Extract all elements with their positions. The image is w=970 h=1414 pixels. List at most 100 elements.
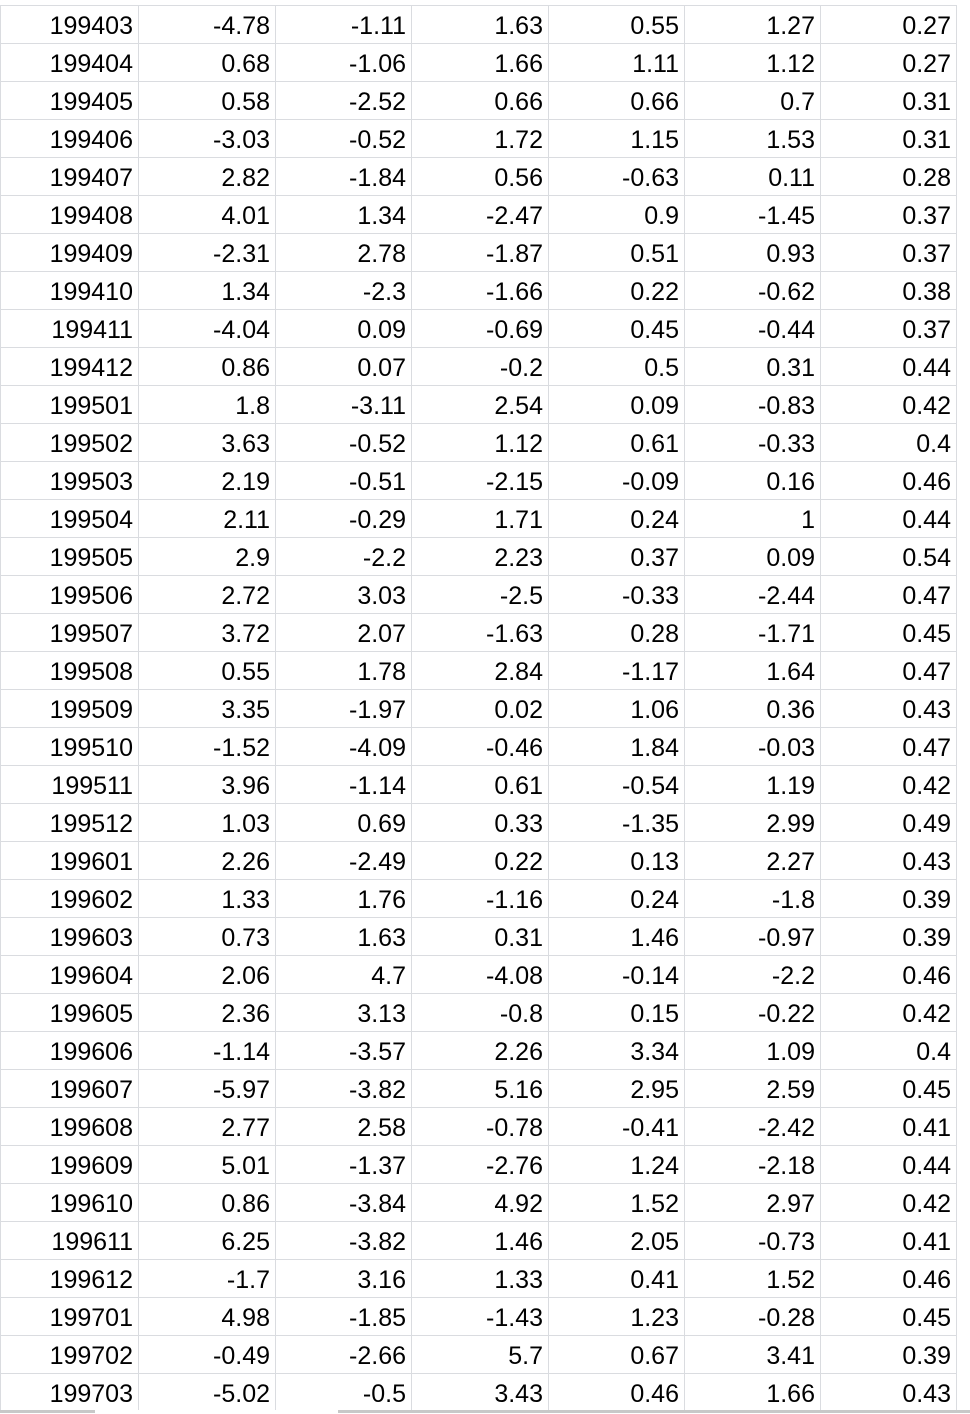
cell-col-g[interactable]: 0.41: [820, 1107, 957, 1146]
cell-col-g[interactable]: 0.45: [820, 613, 957, 652]
cell-col-c[interactable]: -1.85: [275, 1297, 412, 1336]
cell-date[interactable]: 199503: [0, 461, 139, 500]
cell-col-b[interactable]: -5.02: [138, 1373, 276, 1412]
cell-date[interactable]: 199505: [0, 537, 139, 576]
cell-col-f[interactable]: 1.12: [684, 43, 821, 82]
cell-col-f[interactable]: -0.03: [684, 727, 821, 766]
cell-col-f[interactable]: 0.7: [684, 81, 821, 120]
cell-col-e[interactable]: 0.28: [548, 613, 685, 652]
cell-col-c[interactable]: -3.57: [275, 1031, 412, 1070]
cell-col-e[interactable]: 0.61: [548, 423, 685, 462]
cell-col-b[interactable]: 2.36: [138, 993, 276, 1032]
cell-col-e[interactable]: 0.13: [548, 841, 685, 880]
cell-col-g[interactable]: 0.39: [820, 879, 957, 918]
cell-col-b[interactable]: 0.73: [138, 917, 276, 956]
cell-col-g[interactable]: 0.42: [820, 1183, 957, 1222]
cell-col-c[interactable]: 2.07: [275, 613, 412, 652]
cell-col-b[interactable]: 2.72: [138, 575, 276, 614]
cell-col-b[interactable]: 0.86: [138, 347, 276, 386]
cell-col-f[interactable]: -2.2: [684, 955, 821, 994]
cell-col-c[interactable]: -4.09: [275, 727, 412, 766]
cell-col-e[interactable]: 0.45: [548, 309, 685, 348]
cell-date[interactable]: 199510: [0, 727, 139, 766]
cell-col-c[interactable]: 3.16: [275, 1259, 412, 1298]
cell-col-c[interactable]: -2.3: [275, 271, 412, 310]
cell-col-d[interactable]: -0.46: [411, 727, 549, 766]
cell-col-e[interactable]: 1.46: [548, 917, 685, 956]
cell-col-e[interactable]: 0.41: [548, 1259, 685, 1298]
cell-date[interactable]: 199612: [0, 1259, 139, 1298]
cell-date[interactable]: 199504: [0, 499, 139, 538]
cell-col-f[interactable]: -0.44: [684, 309, 821, 348]
cell-col-d[interactable]: 0.66: [411, 81, 549, 120]
cell-col-d[interactable]: 0.61: [411, 765, 549, 804]
cell-col-f[interactable]: -1.8: [684, 879, 821, 918]
cell-col-c[interactable]: -3.82: [275, 1221, 412, 1260]
cell-col-b[interactable]: 4.98: [138, 1297, 276, 1336]
cell-col-g[interactable]: 0.28: [820, 157, 957, 196]
cell-col-f[interactable]: 1.09: [684, 1031, 821, 1070]
cell-col-d[interactable]: -4.08: [411, 955, 549, 994]
cell-date[interactable]: 199406: [0, 119, 139, 158]
cell-col-g[interactable]: 0.47: [820, 575, 957, 614]
cell-col-g[interactable]: 0.39: [820, 917, 957, 956]
cell-date[interactable]: 199607: [0, 1069, 139, 1108]
cell-col-d[interactable]: 3.43: [411, 1373, 549, 1412]
cell-col-b[interactable]: 2.19: [138, 461, 276, 500]
cell-col-c[interactable]: 0.09: [275, 309, 412, 348]
cell-col-f[interactable]: -0.33: [684, 423, 821, 462]
cell-col-b[interactable]: 1.8: [138, 385, 276, 424]
cell-col-e[interactable]: 0.37: [548, 537, 685, 576]
cell-date[interactable]: 199407: [0, 157, 139, 196]
cell-date[interactable]: 199603: [0, 917, 139, 956]
cell-col-d[interactable]: 5.16: [411, 1069, 549, 1108]
cell-col-d[interactable]: 0.31: [411, 917, 549, 956]
cell-col-b[interactable]: -1.14: [138, 1031, 276, 1070]
cell-date[interactable]: 199511: [0, 765, 139, 804]
cell-col-d[interactable]: 1.66: [411, 43, 549, 82]
cell-col-g[interactable]: 0.54: [820, 537, 957, 576]
cell-col-c[interactable]: -2.2: [275, 537, 412, 576]
cell-date[interactable]: 199601: [0, 841, 139, 880]
cell-col-f[interactable]: 2.59: [684, 1069, 821, 1108]
cell-col-b[interactable]: -4.78: [138, 5, 276, 44]
cell-col-b[interactable]: 1.03: [138, 803, 276, 842]
cell-date[interactable]: 199605: [0, 993, 139, 1032]
cell-col-b[interactable]: 2.9: [138, 537, 276, 576]
cell-date[interactable]: 199602: [0, 879, 139, 918]
cell-col-e[interactable]: 0.09: [548, 385, 685, 424]
cell-col-g[interactable]: 0.49: [820, 803, 957, 842]
cell-col-c[interactable]: 2.58: [275, 1107, 412, 1146]
cell-date[interactable]: 199610: [0, 1183, 139, 1222]
cell-col-b[interactable]: 0.68: [138, 43, 276, 82]
cell-date[interactable]: 199501: [0, 385, 139, 424]
cell-col-f[interactable]: -0.73: [684, 1221, 821, 1260]
cell-col-b[interactable]: -1.52: [138, 727, 276, 766]
cell-col-d[interactable]: 0.33: [411, 803, 549, 842]
cell-col-c[interactable]: -1.84: [275, 157, 412, 196]
cell-col-e[interactable]: -0.09: [548, 461, 685, 500]
cell-col-c[interactable]: -3.11: [275, 385, 412, 424]
cell-col-d[interactable]: 1.12: [411, 423, 549, 462]
cell-col-d[interactable]: -0.69: [411, 309, 549, 348]
cell-col-b[interactable]: -5.97: [138, 1069, 276, 1108]
cell-date[interactable]: 199408: [0, 195, 139, 234]
cell-col-e[interactable]: 0.66: [548, 81, 685, 120]
cell-col-g[interactable]: 0.31: [820, 119, 957, 158]
cell-col-e[interactable]: 0.24: [548, 879, 685, 918]
cell-col-g[interactable]: 0.37: [820, 233, 957, 272]
cell-col-f[interactable]: 1.64: [684, 651, 821, 690]
cell-col-c[interactable]: -1.11: [275, 5, 412, 44]
cell-col-d[interactable]: -0.78: [411, 1107, 549, 1146]
cell-date[interactable]: 199701: [0, 1297, 139, 1336]
cell-date[interactable]: 199608: [0, 1107, 139, 1146]
cell-col-g[interactable]: 0.42: [820, 993, 957, 1032]
cell-col-e[interactable]: -1.35: [548, 803, 685, 842]
cell-date[interactable]: 199411: [0, 309, 139, 348]
cell-col-f[interactable]: -0.97: [684, 917, 821, 956]
cell-col-e[interactable]: 0.15: [548, 993, 685, 1032]
cell-col-e[interactable]: -1.17: [548, 651, 685, 690]
cell-col-c[interactable]: 0.69: [275, 803, 412, 842]
cell-col-g[interactable]: 0.46: [820, 461, 957, 500]
cell-col-b[interactable]: 0.86: [138, 1183, 276, 1222]
